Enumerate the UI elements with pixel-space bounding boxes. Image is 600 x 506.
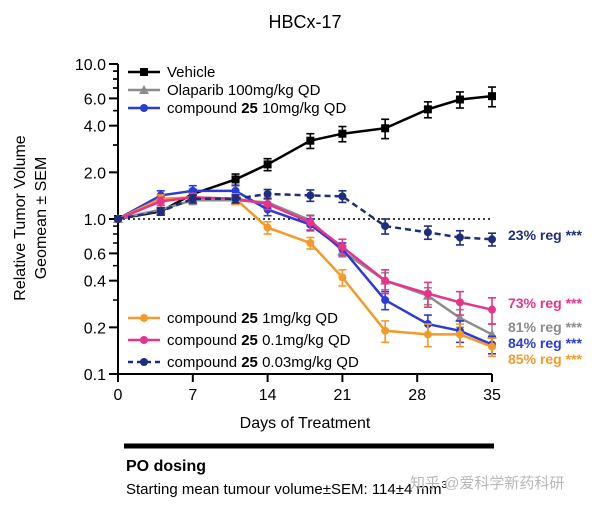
data-point-marker bbox=[455, 95, 464, 104]
data-point-marker bbox=[423, 330, 432, 339]
y-axis-label: Relative Tumor Volume Geomean ± SEM bbox=[12, 135, 50, 301]
y-tick-label: 1.0 bbox=[84, 212, 106, 229]
data-point-marker bbox=[156, 197, 165, 206]
y-tick-label: 4.0 bbox=[84, 119, 106, 136]
data-point-marker bbox=[139, 85, 149, 94]
data-point-marker bbox=[188, 194, 197, 203]
data-point-marker bbox=[140, 104, 148, 112]
data-point-marker bbox=[455, 298, 464, 307]
dosing-subtitle: Starting mean tumour volume±SEM: 114±4 m… bbox=[126, 480, 447, 498]
data-point-marker bbox=[140, 314, 148, 322]
y-axis-label-line-2: Geomean ± SEM bbox=[33, 157, 50, 280]
dosing-subtitle-text: Starting mean tumour volume±SEM: 114±4 m… bbox=[126, 481, 442, 498]
watermark: 知乎 @爱科学新药科研 bbox=[410, 475, 565, 492]
axes: 0.1 0.2 0.4 0.6 1.0 2.0 4.0 6.0 10.0 0 7 14 21 28 35 bbox=[75, 57, 501, 404]
x-tick-label: 28 bbox=[408, 387, 426, 404]
legend-label: Vehicle bbox=[167, 64, 215, 81]
x-tick-label: 21 bbox=[334, 387, 352, 404]
annotation-label: 81% reg *** bbox=[508, 319, 582, 335]
legend-label: compound 25 10mg/kg QD bbox=[167, 100, 346, 117]
legend-bottom-2: compound 25 0.03mg/kg QD bbox=[128, 354, 359, 371]
legend-top-0: Vehicle bbox=[128, 64, 215, 81]
data-point-marker bbox=[338, 192, 347, 201]
data-point-marker bbox=[306, 136, 315, 145]
dosing-title: PO dosing bbox=[126, 458, 206, 475]
data-point-marker bbox=[488, 305, 496, 314]
annotations: 23% reg *** 73% reg *** 81% reg ***84% reg… bbox=[508, 227, 582, 367]
data-point-marker bbox=[338, 242, 347, 251]
annotation-label: 85% reg *** bbox=[508, 351, 582, 367]
data-point-marker bbox=[381, 296, 390, 305]
chart-title: HBCx-17 bbox=[268, 12, 341, 32]
data-point-marker bbox=[231, 186, 240, 195]
y-axis-label-line-1: Relative Tumor Volume bbox=[12, 135, 29, 301]
data-point-marker bbox=[231, 194, 240, 203]
series-5 bbox=[114, 188, 496, 247]
x-tick-label: 0 bbox=[114, 387, 123, 404]
data-point-marker bbox=[454, 312, 465, 322]
x-tick-label: 14 bbox=[259, 387, 277, 404]
y-tick-label: 6.0 bbox=[84, 91, 106, 108]
data-point-marker bbox=[306, 218, 315, 227]
data-point-marker bbox=[263, 199, 272, 208]
legend-top-1: Olaparib 100mg/kg QD bbox=[128, 82, 321, 99]
y-tick-label: 0.2 bbox=[84, 320, 106, 337]
data-point-marker bbox=[263, 223, 272, 232]
legend-label: compound 25 1mg/kg QD bbox=[167, 310, 338, 327]
data-point-marker bbox=[263, 189, 272, 198]
legend-label: compound 25 0.03mg/kg QD bbox=[167, 354, 359, 371]
data-point-marker bbox=[140, 336, 148, 344]
legend-label: Olaparib 100mg/kg QD bbox=[167, 82, 321, 99]
annotation-label: 84% reg *** bbox=[508, 335, 582, 351]
y-tick-label: 0.4 bbox=[84, 274, 106, 291]
data-point-marker bbox=[231, 175, 240, 184]
data-point-marker bbox=[381, 222, 390, 231]
data-point-marker bbox=[423, 105, 432, 114]
data-point-marker bbox=[455, 330, 464, 339]
data-point-marker bbox=[140, 358, 148, 366]
y-tick-label: 10.0 bbox=[75, 57, 106, 74]
data-point-marker bbox=[381, 276, 390, 285]
x-axis-label: Days of Treatment bbox=[240, 415, 371, 432]
data-point-marker bbox=[338, 273, 347, 282]
annotation-label: 73% reg *** bbox=[508, 295, 582, 311]
legend-label: compound 25 0.1mg/kg QD bbox=[167, 332, 351, 349]
data-point-marker bbox=[140, 68, 148, 76]
data-point-marker bbox=[338, 129, 347, 138]
data-point-marker bbox=[381, 124, 390, 133]
legend-bottom-0: compound 25 1mg/kg QD bbox=[128, 310, 338, 327]
data-point-marker bbox=[455, 233, 464, 242]
data-point-marker bbox=[423, 228, 432, 237]
data-point-marker bbox=[423, 289, 432, 298]
y-tick-label: 0.1 bbox=[84, 367, 106, 384]
series-line bbox=[117, 196, 493, 311]
legend-bottom-1: compound 25 0.1mg/kg QD bbox=[128, 332, 351, 349]
series-2 bbox=[114, 184, 496, 355]
data-point-marker bbox=[488, 342, 496, 351]
data-point-marker bbox=[488, 235, 496, 244]
y-tick-label: 2.0 bbox=[84, 165, 106, 182]
series-group bbox=[113, 86, 497, 358]
data-point-marker bbox=[488, 92, 496, 101]
data-point-marker bbox=[306, 191, 315, 200]
x-tick-label: 35 bbox=[483, 387, 501, 404]
data-point-marker bbox=[306, 239, 315, 248]
annotation-label: 23% reg *** bbox=[508, 227, 582, 243]
x-tick-label: 7 bbox=[188, 387, 197, 404]
data-point-marker bbox=[156, 207, 165, 216]
data-point-marker bbox=[114, 215, 122, 223]
data-point-marker bbox=[381, 326, 390, 335]
y-tick-label: 0.6 bbox=[84, 246, 106, 263]
dosing-unit-superscript: 3 bbox=[441, 480, 448, 491]
legend-top-2: compound 25 10mg/kg QD bbox=[128, 100, 346, 117]
data-point-marker bbox=[263, 160, 272, 169]
